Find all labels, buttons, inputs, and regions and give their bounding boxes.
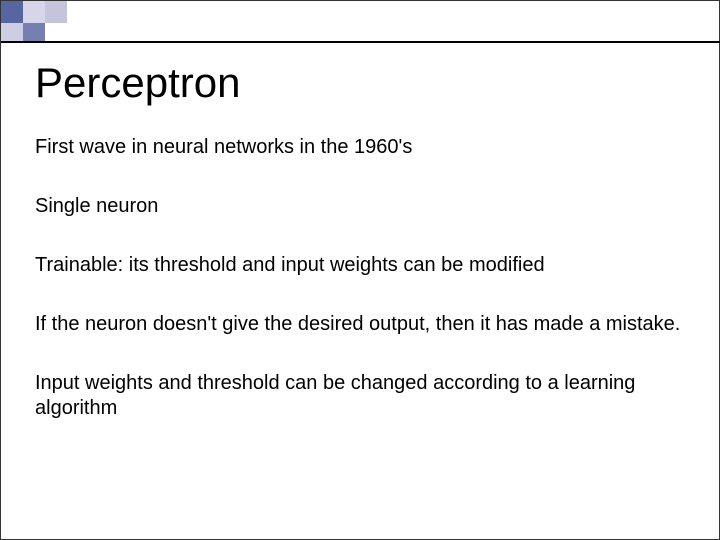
slide-title: Perceptron <box>35 59 685 107</box>
decor-square <box>1 23 23 41</box>
bullet-text: Trainable: its threshold and input weigh… <box>35 253 685 278</box>
slide-content: Perceptron First wave in neural networks… <box>35 59 685 455</box>
decor-square <box>45 1 67 23</box>
decor-square <box>23 1 45 23</box>
top-divider <box>1 41 720 43</box>
decor-square <box>23 23 45 41</box>
corner-decoration <box>1 1 91 43</box>
bullet-text: If the neuron doesn't give the desired o… <box>35 312 685 337</box>
decor-square <box>1 1 23 23</box>
bullet-text: First wave in neural networks in the 196… <box>35 135 685 160</box>
bullet-text: Input weights and threshold can be chang… <box>35 371 685 421</box>
bullet-text: Single neuron <box>35 194 685 219</box>
